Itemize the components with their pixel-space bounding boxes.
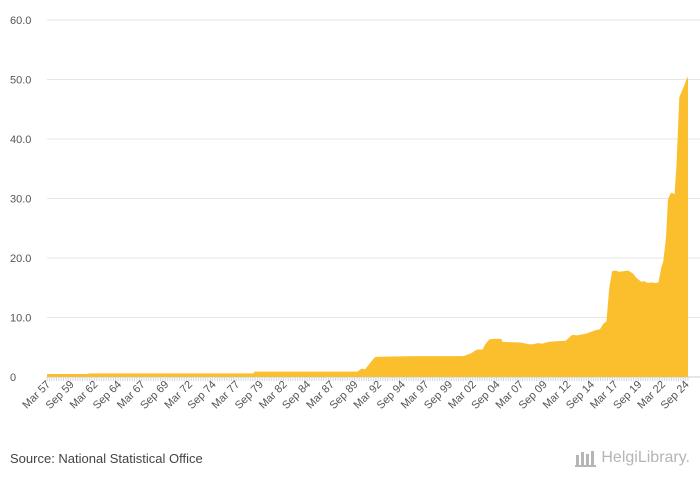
area-fill <box>47 76 688 378</box>
y-tick-label: 40.0 <box>10 134 31 146</box>
y-tick-label: 50.0 <box>10 75 31 87</box>
y-tick-label: 60.0 <box>10 15 31 27</box>
y-tick-label: 0 <box>10 372 16 384</box>
logo-text: HelgiLibrary. <box>601 449 690 466</box>
y-tick-label: 20.0 <box>10 253 31 265</box>
y-axis: 0 10.0 20.0 30.0 40.0 50.0 60.0 <box>10 15 31 384</box>
x-minor-ticks <box>46 377 689 381</box>
y-tick-label: 30.0 <box>10 194 31 206</box>
helgi-library-logo: HelgiLibrary. <box>575 449 690 467</box>
gridlines <box>47 19 700 378</box>
y-tick-label: 10.0 <box>10 313 31 325</box>
library-icon <box>575 451 597 467</box>
source-note: Source: National Statistical Office <box>10 451 203 466</box>
area-series <box>47 76 688 378</box>
